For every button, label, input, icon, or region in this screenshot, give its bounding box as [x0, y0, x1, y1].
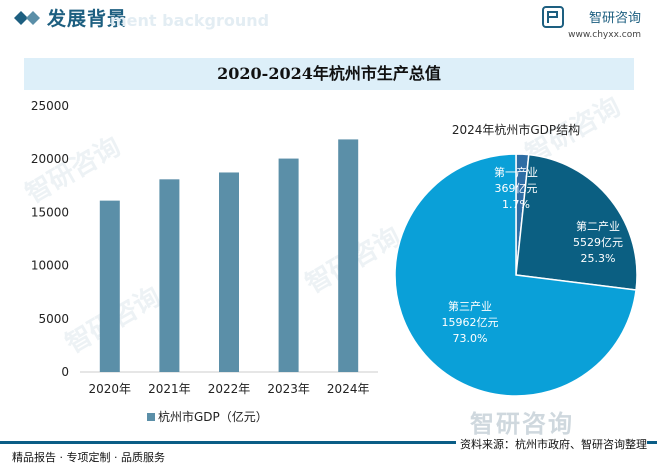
bottom-watermark: 智研咨询	[470, 410, 574, 438]
x-tick-label: 2023年	[267, 382, 310, 396]
y-tick-label: 5000	[38, 312, 69, 326]
header-bar: 发展背景 ment background 智研咨询 www.chyxx.com	[0, 0, 657, 44]
pie-label-value: 369亿元	[495, 182, 538, 195]
y-tick-label: 25000	[31, 99, 69, 113]
brand-name: 智研咨询	[588, 11, 641, 26]
footer-slogan: 精品报告 · 专项定制 · 品质服务	[12, 451, 165, 464]
brand-logo-icon	[542, 6, 564, 28]
x-tick-label: 2022年	[208, 382, 251, 396]
pie-label-percent: 1.7%	[502, 198, 530, 211]
pie-label-name: 第一产业	[494, 165, 538, 179]
source-note: 资料来源：杭州市政府、智研咨询整理	[456, 436, 647, 452]
section-title: 发展背景	[47, 8, 128, 30]
pie-title: 2024年杭州市GDP结构	[452, 122, 580, 137]
brand-site: www.chyxx.com	[568, 30, 641, 40]
diamond-icon	[14, 11, 40, 25]
x-tick-label: 2020年	[89, 382, 132, 396]
pie-label-name: 第三产业	[448, 299, 492, 313]
footer-line	[0, 441, 657, 444]
pie-label-percent: 73.0%	[453, 332, 488, 345]
bar	[219, 172, 239, 372]
y-tick-label: 0	[61, 365, 69, 379]
legend-label: 杭州市GDP（亿元）	[158, 409, 268, 424]
x-tick-label: 2021年	[148, 382, 191, 396]
bar	[338, 139, 359, 372]
y-tick-label: 20000	[31, 152, 69, 166]
y-tick-label: 10000	[31, 259, 69, 273]
bar	[159, 179, 180, 372]
bar	[278, 158, 299, 372]
section-title-watermark: ment background	[110, 11, 270, 30]
pie-slice	[515, 153, 638, 291]
pie-label-percent: 25.3%	[581, 252, 616, 265]
bar	[99, 200, 120, 372]
brand-block: 智研咨询 www.chyxx.com	[531, 6, 641, 46]
x-tick-label: 2024年	[327, 382, 370, 396]
pie-slice	[394, 153, 637, 397]
pie-label-value: 15962亿元	[442, 316, 499, 329]
title-band: 2020-2024年杭州市生产总值	[24, 58, 634, 90]
pie-label-name: 第二产业	[576, 219, 620, 233]
chart-title: 2020-2024年杭州市生产总值	[217, 64, 441, 83]
y-tick-label: 15000	[31, 205, 69, 219]
legend-swatch	[147, 413, 155, 421]
pie-label-value: 5529亿元	[573, 236, 623, 249]
